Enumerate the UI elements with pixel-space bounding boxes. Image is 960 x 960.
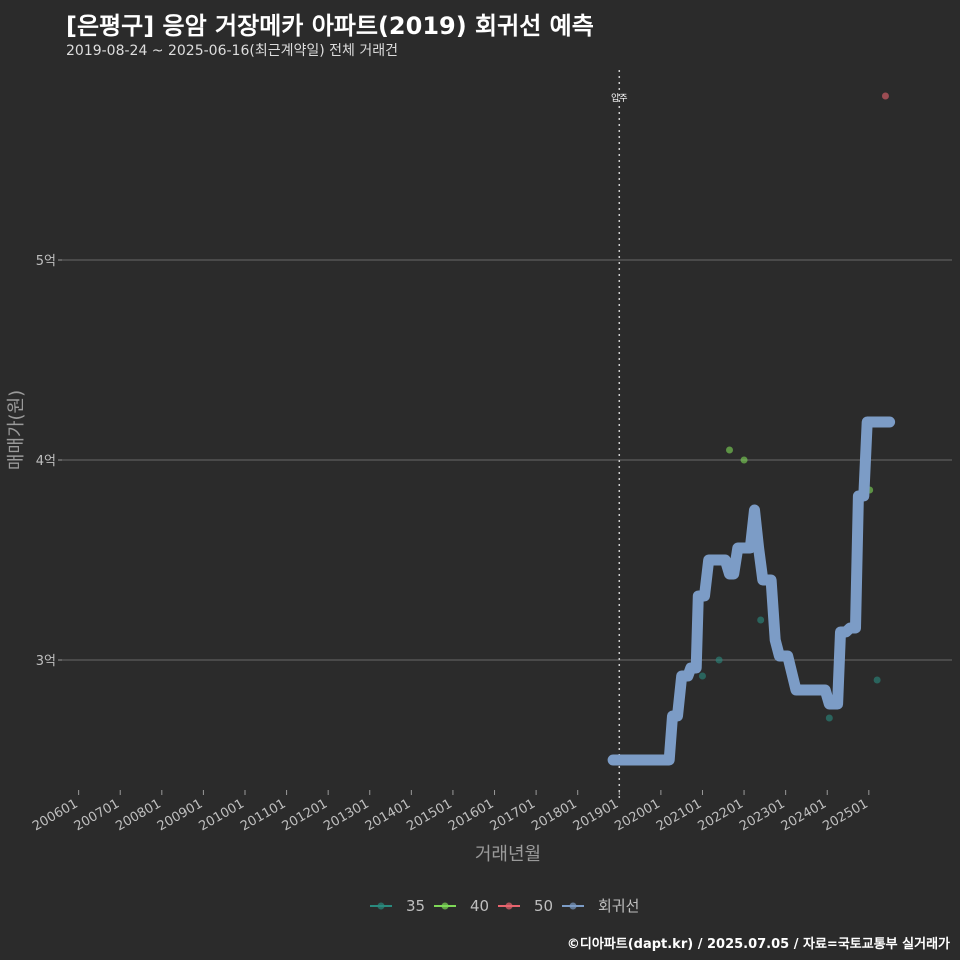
legend-label: 회귀선: [598, 897, 639, 915]
x-tick-label: 201201: [280, 796, 330, 834]
legend: 35 40 50 회귀선: [370, 897, 639, 915]
move-in-label: 입주: [611, 92, 628, 104]
x-tick-label: 201501: [404, 796, 454, 834]
x-axis-ticks: 2006012007012008012009012010012011012012…: [30, 790, 871, 834]
y-axis-ticks: 3억 4억 5억: [36, 254, 62, 669]
data-point-35: [757, 616, 765, 624]
y-tick-label: 4억: [36, 454, 56, 469]
grid-lines: [62, 259, 952, 661]
x-tick-label: 201401: [363, 796, 413, 834]
data-point-40: [740, 456, 748, 464]
x-tick-label: 202101: [654, 796, 704, 834]
x-axis-title: 거래년월: [475, 844, 541, 865]
x-tick-label: 202501: [820, 796, 870, 834]
data-point-35: [715, 656, 723, 664]
data-point-35: [825, 714, 833, 722]
legend-label: 35: [406, 897, 425, 915]
data-point-35: [873, 676, 881, 684]
y-tick-label: 3억: [36, 654, 56, 669]
regression-line: [607, 416, 896, 766]
data-point-35: [698, 672, 706, 680]
regression-line-group: [607, 416, 896, 766]
x-tick-label: 200901: [155, 796, 205, 834]
x-tick-label: 202401: [779, 796, 829, 834]
legend-label: 40: [470, 897, 489, 915]
move-in-marker: 입주: [611, 70, 628, 798]
x-tick-label: 201701: [488, 796, 538, 834]
y-axis-title: 매매가(원): [6, 390, 27, 470]
x-tick-label: 202301: [737, 796, 787, 834]
x-tick-label: 202001: [612, 796, 662, 834]
x-tick-label: 201901: [571, 796, 621, 834]
chart-subtitle: 2019-08-24 ~ 2025-06-16(최근계약일) 전체 거래건: [66, 43, 398, 59]
x-tick-label: 202201: [696, 796, 746, 834]
x-tick-label: 200601: [30, 796, 80, 834]
source-credit: ©디아파트(dapt.kr) / 2025.07.05 / 자료=국토교통부 실…: [566, 937, 950, 952]
data-point-50: [881, 92, 889, 100]
legend-swatch-dot: [377, 902, 385, 910]
chart-title: [은평구] 응암 거장메카 아파트(2019) 회귀선 예측: [66, 12, 594, 40]
legend-swatch-dot: [441, 902, 449, 910]
legend-label: 50: [534, 897, 553, 915]
x-tick-label: 201301: [321, 796, 371, 834]
x-tick-label: 201101: [238, 796, 288, 834]
x-tick-label: 201801: [529, 796, 579, 834]
scatter-points: [698, 92, 889, 722]
x-tick-label: 200701: [72, 796, 122, 834]
data-point-40: [726, 446, 733, 454]
y-tick-label: 5억: [36, 254, 56, 269]
x-tick-label: 201601: [446, 796, 496, 834]
x-tick-label: 201001: [197, 796, 247, 834]
legend-swatch-dot: [505, 902, 513, 910]
legend-swatch-dot: [569, 902, 577, 910]
x-tick-label: 200801: [113, 796, 163, 834]
